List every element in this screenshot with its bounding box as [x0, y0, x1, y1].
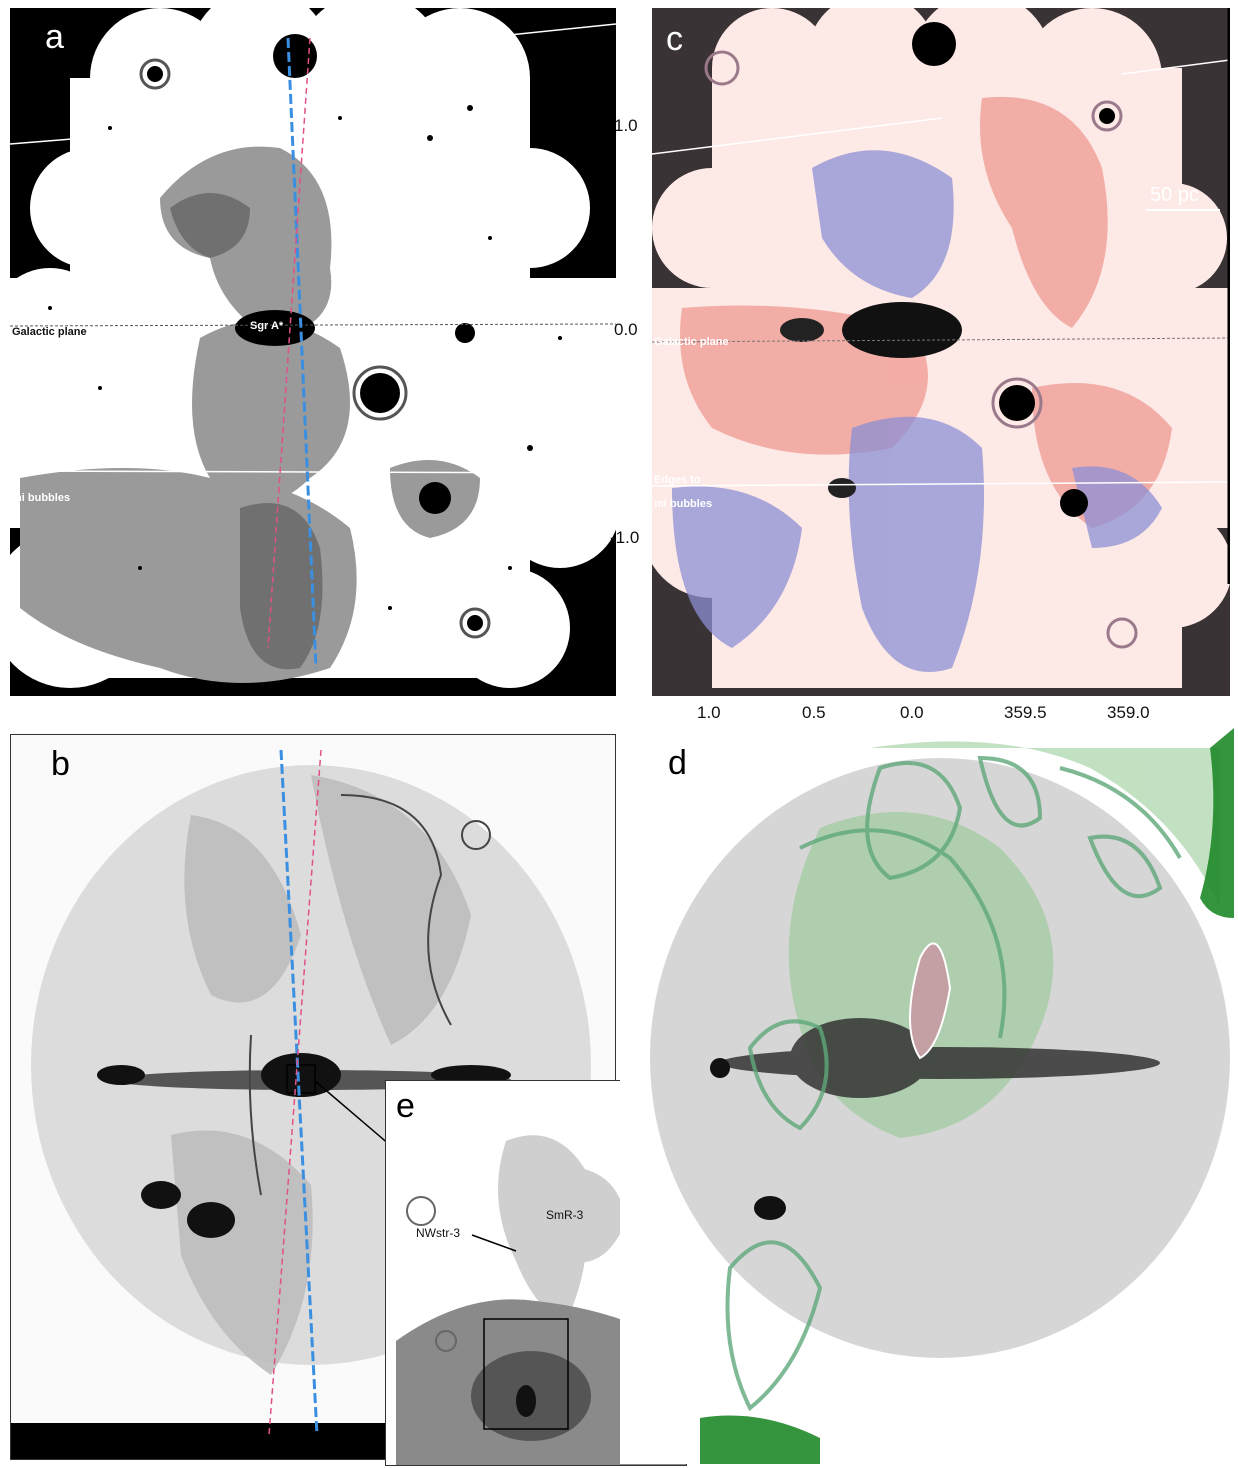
- panel-d-letter: d: [668, 744, 687, 782]
- panel-a-scale-label: 50 pc: [522, 184, 551, 196]
- c-x-tick-1: 1.0: [697, 703, 721, 722]
- panel-e-letter: e: [396, 1087, 415, 1125]
- panel-a-letter: a: [45, 18, 64, 56]
- panel-a-image: [10, 8, 616, 688]
- panel-c-galactic-plane-label: Galactic plane: [654, 336, 729, 348]
- panel-a-edges-line1: Edges to: [12, 463, 59, 475]
- panel-d-image: [650, 728, 1234, 1464]
- panel-e-nwstr-label: NWstr-3: [416, 1226, 460, 1240]
- panel-d: d: [620, 728, 1234, 1464]
- panel-c-edges-line2: mi bubbles: [654, 498, 713, 510]
- panel-a-galactic-plane-label: Galactic plane: [12, 326, 87, 338]
- panel-a-blue-line: [286, 37, 318, 669]
- panel-a-pink-line: [267, 37, 311, 649]
- panel-c: c 50 pc Galactic plane Edges to mi bubbl…: [652, 8, 1230, 696]
- c-y-tick-minus1: -1.0: [610, 528, 640, 547]
- c-y-tick-1: 1.0: [614, 116, 638, 135]
- panel-b-letter: b: [51, 745, 70, 783]
- panel-c-letter: c: [666, 20, 683, 58]
- panel-e-smr-label: SmR-3: [546, 1208, 584, 1222]
- c-y-tick-0: 0.0: [614, 320, 638, 339]
- c-x-tick-4: 359.5: [1004, 703, 1047, 722]
- panel-a: a 50 pc Galactic plane Sgr A* Edges to m…: [10, 8, 616, 696]
- c-x-tick-2: 0.5: [802, 703, 826, 722]
- panel-c-scale-label: 50 pc: [1150, 184, 1199, 206]
- c-x-tick-3: 0.0: [900, 703, 924, 722]
- panel-a-sgr-label: Sgr A*: [250, 320, 284, 332]
- panel-b-zoom-box: [286, 1064, 316, 1094]
- panel-a-edges-line2: mi bubbles: [12, 492, 71, 504]
- panel-b-blue-line: [279, 749, 319, 1436]
- panel-e-zoom-box: [483, 1318, 569, 1430]
- panel-c-image: [652, 8, 1230, 688]
- panel-c-edges-line1: Edges to: [654, 474, 701, 486]
- panel-b-pink-line: [268, 749, 322, 1436]
- panel-e-image: [396, 1135, 686, 1465]
- c-x-tick-5: 359.0: [1107, 703, 1150, 722]
